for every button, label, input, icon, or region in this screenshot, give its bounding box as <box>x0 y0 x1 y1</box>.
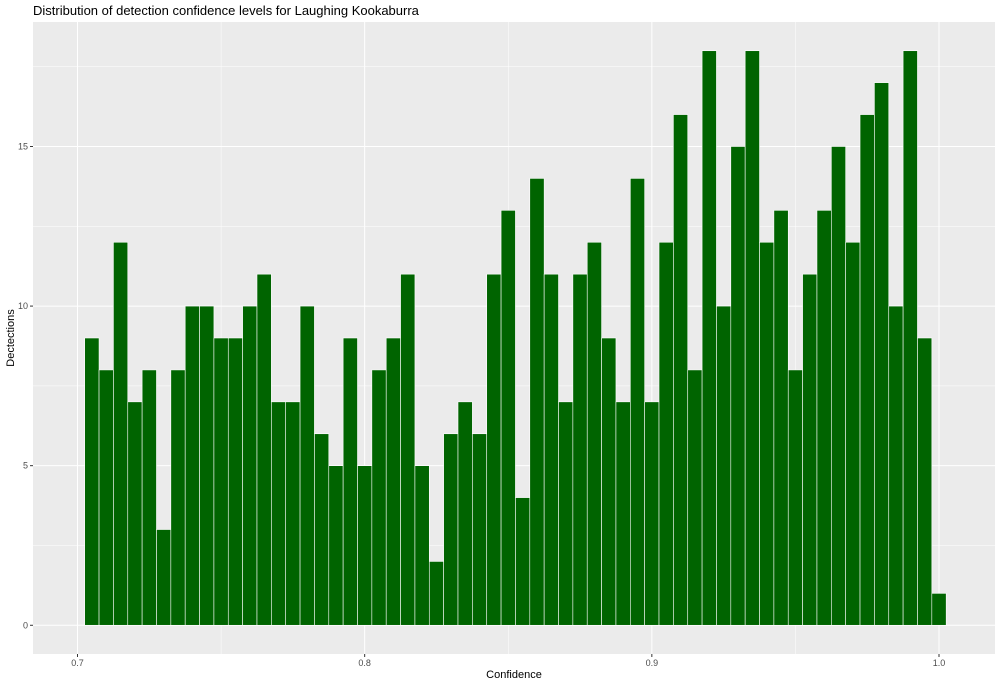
histogram-bar <box>141 369 157 626</box>
histogram-bar <box>859 114 875 626</box>
histogram-bar <box>773 210 789 626</box>
histogram-bar <box>184 305 200 626</box>
histogram-bar <box>759 241 775 626</box>
x-tick-label: 0.7 <box>71 658 84 668</box>
histogram-bar <box>457 401 473 626</box>
y-tick-label: 10 <box>18 301 28 311</box>
histogram-bar <box>816 210 832 626</box>
histogram-bar <box>84 337 100 626</box>
histogram-bar <box>156 529 172 626</box>
histogram-bar <box>630 178 645 626</box>
histogram-bar <box>486 273 502 626</box>
histogram-bar <box>529 178 545 626</box>
histogram-bar <box>170 369 186 626</box>
histogram-bar <box>113 241 129 626</box>
x-tick-label: 1.0 <box>933 658 946 668</box>
histogram-bar <box>730 146 746 626</box>
histogram-bar <box>342 337 358 626</box>
histogram-bar <box>543 273 559 626</box>
histogram-bar <box>845 241 861 626</box>
histogram-bar <box>472 433 488 626</box>
histogram-bar <box>443 433 459 626</box>
x-tick-label: 0.9 <box>646 658 659 668</box>
histogram-bar <box>328 465 344 626</box>
y-tick-labels: 0 5 10 15 <box>18 141 28 630</box>
histogram-bar <box>744 50 760 626</box>
histogram-bar <box>98 369 114 626</box>
x-tick-labels: 0.7 0.8 0.9 1.0 <box>71 658 945 668</box>
histogram-bar <box>917 337 933 626</box>
y-tick-label: 0 <box>23 620 28 630</box>
histogram-bar <box>558 401 574 626</box>
histogram-bar <box>299 305 315 626</box>
y-tick-label: 15 <box>18 141 28 151</box>
y-axis-title: Dectections <box>5 309 17 367</box>
histogram-bar <box>888 305 904 626</box>
histogram-bar <box>400 273 416 626</box>
histogram-bar <box>127 401 143 626</box>
histogram-bar <box>314 433 330 626</box>
histogram-bar <box>874 82 890 626</box>
histogram-bar <box>687 369 703 626</box>
histogram-bar <box>601 337 617 626</box>
histogram-bar <box>256 273 272 626</box>
histogram-bar <box>902 50 918 626</box>
y-tick-label: 5 <box>23 461 28 471</box>
histogram-bar <box>787 369 803 626</box>
histogram-bar <box>357 465 373 626</box>
histogram-bar <box>716 305 732 626</box>
bars <box>84 50 947 626</box>
histogram-bar <box>271 401 287 626</box>
histogram-bar <box>285 401 301 626</box>
histogram-bar <box>515 497 531 626</box>
histogram-bar <box>385 337 401 626</box>
histogram-bar <box>371 369 387 626</box>
histogram-bar <box>615 401 631 626</box>
histogram-bar <box>831 146 846 626</box>
histogram-bar <box>802 273 818 626</box>
x-axis-title: Confidence <box>486 669 542 681</box>
histogram-bar <box>572 273 588 626</box>
histogram-bar <box>213 337 229 626</box>
histogram-bar <box>414 465 430 626</box>
histogram-bar <box>586 241 602 626</box>
histogram-bar <box>644 401 660 626</box>
histogram-bar <box>428 561 444 626</box>
histogram-bar <box>658 241 674 626</box>
histogram-bar <box>242 305 258 626</box>
chart-title: Distribution of detection confidence lev… <box>33 3 420 18</box>
histogram-bar <box>673 114 689 626</box>
axis-ticks <box>30 145 940 657</box>
histogram-bar <box>701 50 717 626</box>
histogram-bar <box>931 593 947 626</box>
x-tick-label: 0.8 <box>358 658 371 668</box>
histogram-bar <box>199 305 215 626</box>
histogram-bar <box>227 337 243 626</box>
histogram-bar <box>500 210 516 626</box>
